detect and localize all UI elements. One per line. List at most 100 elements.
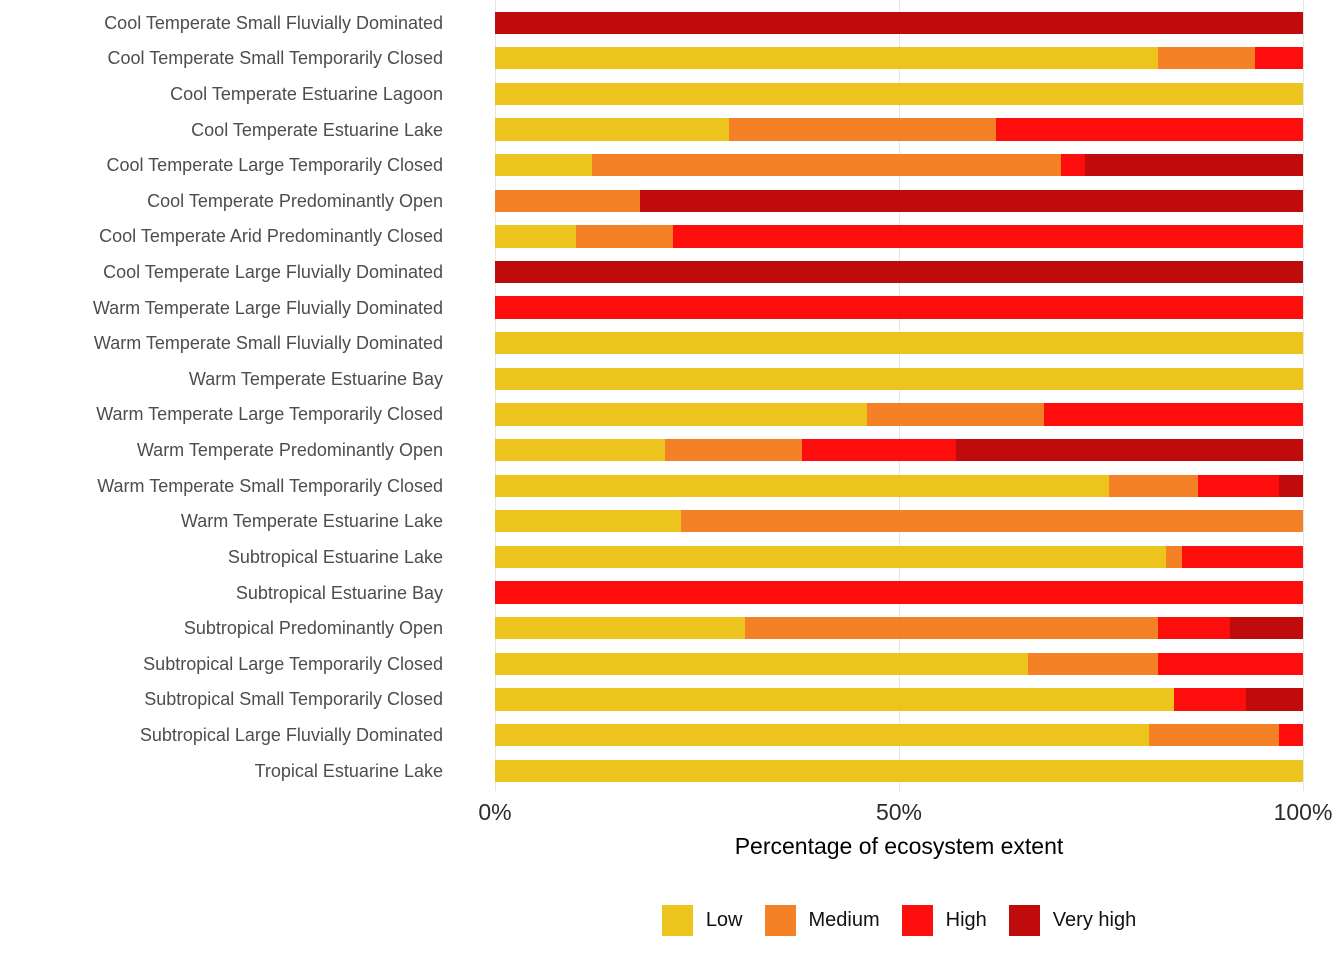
category-label: Subtropical Small Temporarily Closed	[144, 689, 443, 710]
bar-segment-low	[495, 403, 867, 426]
legend-item-very-high: Very high	[1008, 905, 1137, 936]
bar-segment-low	[495, 652, 1029, 675]
category-label: Warm Temperate Predominantly Open	[136, 440, 443, 461]
bar-segment-high	[1197, 474, 1279, 497]
gridline-50	[898, 0, 900, 791]
legend-label: Low	[705, 909, 743, 931]
category-label: Cool Temperate Large Fluvially Dominated	[103, 261, 443, 282]
bar-segment-high	[802, 438, 956, 462]
bar-segment-low	[495, 510, 681, 533]
bar-row	[495, 474, 1303, 497]
bar-segment-very-high	[1246, 688, 1303, 711]
bar-segment-medium	[729, 118, 996, 141]
bar-segment-medium	[575, 225, 673, 248]
bar-segment-medium	[495, 189, 641, 212]
bar-row	[495, 11, 1303, 34]
bar-segment-medium	[664, 438, 803, 462]
category-label: Tropical Estuarine Lake	[254, 760, 443, 781]
bar-row	[495, 367, 1303, 390]
bar-segment-low	[495, 332, 1303, 355]
category-label: Warm Temperate Estuarine Lake	[180, 511, 443, 532]
category-label: Cool Temperate Estuarine Lagoon	[170, 83, 443, 104]
category-label: Cool Temperate Arid Predominantly Closed	[99, 226, 443, 247]
bar-segment-low	[495, 688, 1174, 711]
category-label: Warm Temperate Large Fluvially Dominated	[92, 297, 443, 318]
bar-segment-medium	[680, 510, 1303, 533]
bar-segment-low	[495, 474, 1110, 497]
category-label: Subtropical Large Temporarily Closed	[143, 653, 443, 674]
category-label: Warm Temperate Small Fluvially Dominated	[93, 333, 443, 354]
bar-row	[495, 47, 1303, 70]
bar-segment-high	[1173, 688, 1247, 711]
legend-item-medium: Medium	[764, 905, 880, 936]
bar-segment-high	[1157, 617, 1231, 640]
bar-segment-very-high	[1278, 474, 1303, 497]
bar-segment-low	[495, 367, 1303, 390]
bar-segment-medium	[1028, 652, 1158, 675]
bar-segment-low	[495, 153, 592, 177]
bar-segment-very-high	[495, 260, 1303, 284]
category-label: Cool Temperate Small Fluvially Dominated	[104, 12, 443, 33]
category-label: Subtropical Large Fluvially Dominated	[139, 725, 443, 746]
bar-segment-medium	[1165, 545, 1182, 569]
bar-row	[495, 617, 1303, 640]
category-label: Warm Temperate Large Temporarily Closed	[96, 404, 443, 425]
bar-segment-low	[495, 545, 1166, 569]
bar-segment-very-high	[955, 438, 1303, 462]
x-tick-label-0: 0%	[478, 799, 512, 825]
bar-segment-very-high	[1230, 617, 1303, 640]
bar-segment-low	[495, 438, 665, 462]
legend-label: High	[945, 909, 987, 931]
bar-segment-high	[495, 296, 1303, 319]
legend: Low Medium High Very high	[495, 905, 1303, 936]
bar-segment-low	[495, 82, 1303, 106]
category-label: Cool Temperate Large Temporarily Closed	[106, 155, 443, 176]
bar-row	[495, 438, 1303, 462]
legend-swatch-medium	[764, 905, 796, 936]
x-tick-label-1: 50%	[875, 799, 923, 825]
category-label: Warm Temperate Small Temporarily Closed	[97, 475, 443, 496]
bar-segment-high	[1060, 153, 1085, 177]
bar-segment-high	[672, 225, 1303, 248]
bar-segment-low	[495, 47, 1158, 70]
bar-segment-medium	[1149, 723, 1279, 747]
bar-segment-low	[495, 617, 746, 640]
bar-row	[495, 510, 1303, 533]
bar-segment-high	[495, 581, 1303, 604]
legend-label: Medium	[808, 909, 880, 931]
x-tick-label-2: 100%	[1273, 799, 1333, 825]
category-label: Subtropical Estuarine Bay	[235, 582, 443, 603]
bar-row	[495, 759, 1303, 782]
bar-row	[495, 332, 1303, 355]
category-label: Warm Temperate Estuarine Bay	[188, 368, 443, 389]
category-label: Cool Temperate Small Temporarily Closed	[107, 48, 443, 69]
bar-segment-medium	[1157, 47, 1255, 70]
category-label: Cool Temperate Predominantly Open	[147, 190, 443, 211]
legend-swatch-high	[901, 905, 933, 936]
category-label: Subtropical Predominantly Open	[183, 618, 443, 639]
gridline-100	[1302, 0, 1304, 791]
legend-swatch-very-high	[1008, 905, 1040, 936]
bar-segment-low	[495, 759, 1303, 782]
legend-label: Very high	[1052, 909, 1137, 931]
bar-row	[495, 581, 1303, 604]
gridline-0	[494, 0, 496, 791]
bar-segment-high	[1044, 403, 1303, 426]
bar-segment-high	[1181, 545, 1303, 569]
bar-row	[495, 153, 1303, 177]
bar-row	[495, 225, 1303, 248]
bar-segment-very-high	[640, 189, 1303, 212]
bar-row	[495, 652, 1303, 675]
bar-row	[495, 189, 1303, 212]
bar-row	[495, 545, 1303, 569]
bar-segment-high	[995, 118, 1303, 141]
bar-segment-high	[1157, 652, 1303, 675]
bar-row	[495, 403, 1303, 426]
x-axis-title: Percentage of ecosystem extent	[734, 833, 1064, 859]
legend-swatch-low	[661, 905, 693, 936]
bar-segment-high	[1254, 47, 1303, 70]
bar-segment-low	[495, 225, 576, 248]
bar-row	[495, 688, 1303, 711]
bar-row	[495, 260, 1303, 284]
bar-segment-medium	[1109, 474, 1198, 497]
